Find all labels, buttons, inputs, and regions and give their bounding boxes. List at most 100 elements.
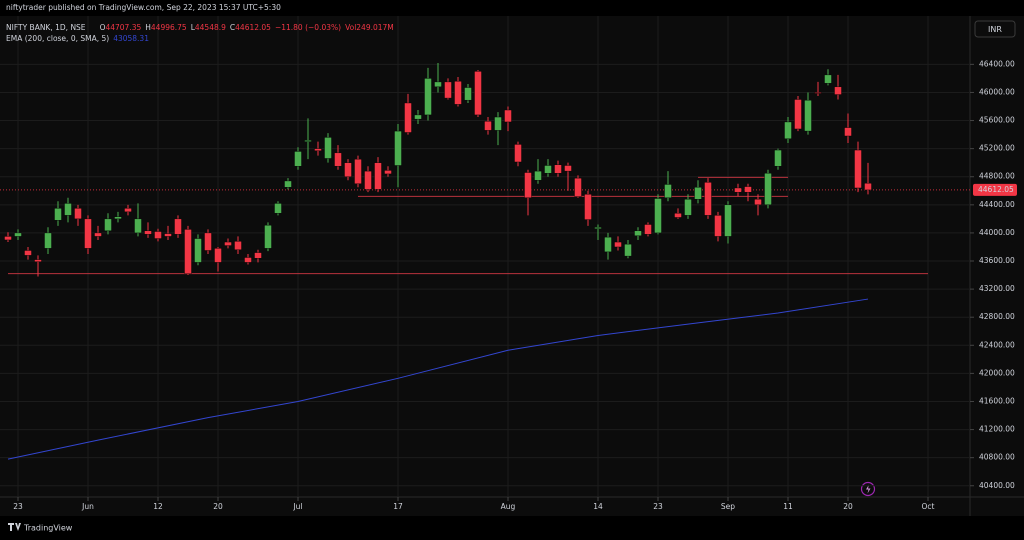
currency-button[interactable] [974, 20, 1016, 38]
candle-body [374, 162, 382, 190]
candle-body [614, 241, 622, 248]
candle-body [4, 236, 12, 241]
candle-body [584, 194, 592, 220]
y-tick-label: 40800.00 [979, 453, 1015, 462]
volume: Vol249.017M [345, 23, 394, 32]
candle-body [814, 92, 822, 94]
candle-body [534, 170, 542, 181]
published-text: niftytrader published on TradingView.com… [6, 3, 281, 12]
y-tick-label: 42000.00 [979, 368, 1015, 377]
candle-body [224, 241, 232, 246]
candle-body [164, 233, 172, 237]
candle-body [24, 250, 32, 256]
candle-body [764, 173, 772, 206]
candle-body [264, 224, 272, 249]
candle-body [354, 158, 362, 184]
x-tick-label: 12 [153, 502, 163, 511]
ohlc-value: 44548.9 [195, 23, 226, 32]
y-tick-label: 42800.00 [979, 312, 1015, 321]
publish-bar [0, 0, 1024, 16]
candle-body [294, 151, 302, 167]
y-tick-label: 45600.00 [979, 116, 1015, 125]
candle-body [634, 230, 642, 236]
candle-body [684, 199, 692, 216]
candle-body [624, 243, 632, 257]
last-price-box [973, 183, 1017, 196]
candle-body [564, 165, 572, 172]
candle-body [244, 257, 252, 263]
candle-body [364, 170, 372, 190]
indicator-value: 43058.31 [113, 34, 149, 43]
candle-body [664, 184, 672, 199]
currency-label: INR [988, 25, 1002, 34]
candle-body [94, 232, 102, 237]
ema-line [7, 298, 869, 460]
candle-body [544, 165, 552, 174]
legend: NIFTY BANK, 1D, NSE O44707.35 H44996.75 L44… [6, 23, 394, 43]
candle-body [104, 218, 112, 232]
candle-body [254, 252, 262, 259]
candle-body [574, 177, 582, 197]
x-tick-label: 23 [13, 502, 23, 511]
candle-body [284, 180, 292, 188]
candle-body [754, 199, 762, 206]
y-tick-label: 41200.00 [979, 425, 1015, 434]
y-tick-label: 43600.00 [979, 256, 1015, 265]
x-tick-label: 14 [593, 502, 603, 511]
events-icon[interactable] [860, 481, 876, 497]
events-bolt [866, 484, 871, 494]
candle-body [404, 102, 412, 133]
candle-body [84, 218, 92, 249]
candle-body [324, 137, 332, 159]
candle-body [444, 81, 452, 99]
y-tick-label: 46400.00 [979, 59, 1015, 68]
candle-body [734, 187, 742, 193]
candle-body [14, 232, 22, 237]
candle-body [314, 148, 322, 151]
candle-body [214, 248, 222, 263]
y-tick-label: 42400.00 [979, 340, 1015, 349]
candle-body [504, 109, 512, 123]
change: −11.80 (−0.03%) [275, 23, 341, 32]
candle-body [794, 99, 802, 130]
brand-name: TradingView [23, 524, 73, 533]
candle-body [514, 144, 522, 163]
candle-body [34, 259, 42, 262]
ohlc-value: 44996.75 [151, 23, 187, 32]
candle-body [744, 186, 752, 193]
candle-body [134, 218, 142, 234]
candle-body [724, 204, 732, 237]
y-tick-label: 44000.00 [979, 228, 1015, 237]
candle-body [494, 116, 502, 131]
candle-body [124, 208, 132, 213]
candle-body [304, 140, 312, 142]
candle-body [414, 114, 422, 120]
candle-body [694, 187, 702, 200]
indicator-legend: EMA (200, close, 0, SMA, 5) 43058.31 [6, 34, 149, 43]
y-tick-label: 44800.00 [979, 172, 1015, 181]
candle-body [234, 241, 242, 250]
ohlc-value: 44707.35 [105, 23, 141, 32]
x-tick-label: Aug [501, 502, 516, 511]
candle-body [154, 231, 162, 239]
candle-body [844, 127, 852, 137]
candle-body [194, 238, 202, 263]
candle-body [334, 152, 342, 167]
ohlc-value: 44612.05 [235, 23, 271, 32]
last-price-label: 44612.05 [978, 185, 1014, 194]
x-tick-label: Sep [721, 502, 735, 511]
indicator-name: EMA (200, close, 0, SMA, 5) [6, 34, 109, 43]
y-tick-label: 43200.00 [979, 284, 1015, 293]
x-tick-label: Jul [292, 502, 302, 511]
candle-body [864, 183, 872, 191]
candle-body [424, 78, 432, 116]
ohlc-key: H [145, 23, 151, 32]
candle-body [714, 215, 722, 237]
candle-body [644, 224, 652, 235]
x-tick-label: Oct [922, 502, 935, 511]
candle-body [44, 232, 52, 249]
candle-body [174, 218, 182, 235]
brand-logo [8, 523, 21, 531]
